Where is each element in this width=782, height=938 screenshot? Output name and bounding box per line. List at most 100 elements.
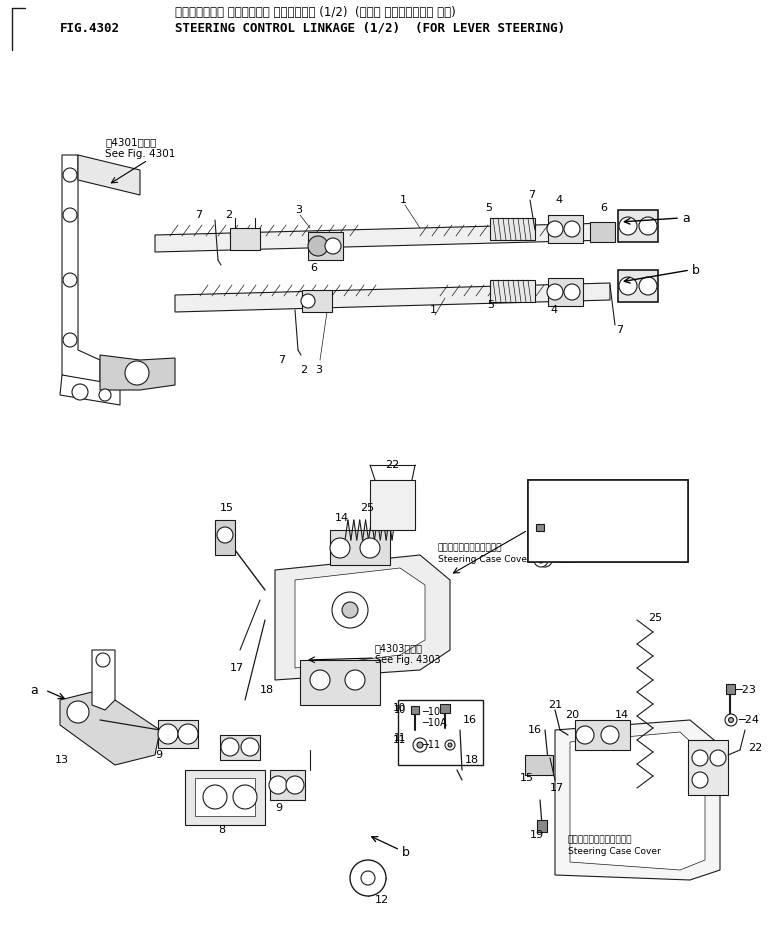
Text: Serial  No.40694～: Serial No.40694～ [548, 502, 672, 515]
Bar [548, 278, 583, 306]
Circle shape [619, 277, 637, 295]
Circle shape [63, 273, 77, 287]
Circle shape [361, 871, 375, 885]
Bar [440, 704, 450, 713]
Circle shape [639, 277, 657, 295]
Circle shape [217, 527, 233, 543]
Text: 11: 11 [393, 735, 407, 745]
Text: ─24: ─24 [738, 715, 759, 725]
Text: ─11: ─11 [556, 555, 577, 565]
Bar [590, 222, 615, 242]
Text: See Fig. 4301: See Fig. 4301 [105, 149, 175, 159]
Text: 5: 5 [487, 300, 494, 310]
Polygon shape [60, 690, 160, 765]
Circle shape [692, 750, 708, 766]
Circle shape [233, 785, 257, 809]
Text: a: a [30, 684, 38, 697]
Bar [536, 524, 544, 531]
Text: b: b [692, 264, 700, 277]
Circle shape [342, 602, 358, 618]
Bar [411, 706, 419, 714]
Text: 14: 14 [615, 710, 630, 720]
Text: ステアリング゛ コントロール リンケージ゛ (1/2)  (レバー ステアリング゛ ヨウ): ステアリング゛ コントロール リンケージ゛ (1/2) (レバー ステアリング゛… [175, 6, 456, 19]
Circle shape [547, 284, 563, 300]
Bar [158, 720, 198, 748]
Text: 3: 3 [295, 205, 302, 215]
Text: 25: 25 [648, 613, 662, 623]
Circle shape [72, 384, 88, 400]
Text: 20: 20 [565, 710, 579, 720]
Polygon shape [60, 375, 120, 405]
Text: 12: 12 [375, 895, 389, 905]
Text: 17: 17 [230, 663, 244, 673]
Circle shape [178, 724, 198, 744]
Bar [688, 740, 728, 795]
Circle shape [538, 557, 544, 563]
Text: ステアリングケースカバー: ステアリングケースカバー [438, 543, 503, 552]
Polygon shape [155, 223, 610, 252]
Text: ─23: ─23 [735, 685, 756, 695]
Text: 第4303図参照: 第4303図参照 [375, 643, 423, 653]
Text: 1: 1 [400, 195, 407, 205]
Text: 8: 8 [218, 825, 225, 835]
Text: STEERING CONTROL LINKAGE (1/2)  (FOR LEVER STEERING): STEERING CONTROL LINKAGE (1/2) (FOR LEVE… [175, 22, 565, 35]
Circle shape [301, 294, 315, 308]
Circle shape [547, 221, 563, 237]
Polygon shape [570, 732, 705, 870]
Polygon shape [62, 155, 100, 390]
Bar [528, 480, 688, 562]
Circle shape [534, 553, 548, 567]
Circle shape [286, 776, 304, 794]
Text: See Fig. 4303: See Fig. 4303 [375, 655, 440, 665]
Text: 9: 9 [155, 750, 162, 760]
Polygon shape [78, 155, 140, 195]
Bar [230, 228, 260, 250]
Circle shape [729, 718, 734, 722]
Text: 7: 7 [528, 190, 535, 200]
Text: 16: 16 [528, 725, 542, 735]
Text: 16: 16 [463, 715, 477, 725]
Bar [185, 770, 265, 825]
Text: 19: 19 [530, 830, 544, 840]
Bar [575, 720, 630, 750]
Text: 14: 14 [335, 513, 349, 523]
Text: b: b [402, 845, 410, 858]
Bar [618, 210, 658, 242]
Circle shape [269, 776, 287, 794]
Circle shape [413, 738, 427, 752]
Circle shape [241, 738, 259, 756]
Circle shape [448, 743, 452, 747]
Text: a: a [682, 211, 690, 224]
Text: 22: 22 [385, 460, 400, 470]
Text: 2: 2 [300, 365, 307, 375]
Circle shape [445, 740, 455, 750]
Circle shape [538, 553, 552, 567]
Circle shape [692, 772, 708, 788]
Bar [490, 218, 535, 240]
Circle shape [725, 714, 737, 726]
Text: Steering Case Cover: Steering Case Cover [568, 848, 661, 856]
Text: 4: 4 [555, 195, 562, 205]
Bar [490, 280, 535, 302]
Bar [370, 480, 415, 530]
Circle shape [564, 284, 580, 300]
Text: ─10: ─10 [422, 707, 440, 717]
Bar [528, 480, 688, 562]
Polygon shape [100, 355, 175, 390]
Bar [300, 660, 380, 705]
Circle shape [96, 653, 110, 667]
Bar [330, 530, 390, 565]
Circle shape [542, 557, 548, 563]
Circle shape [221, 738, 239, 756]
Text: 7: 7 [278, 355, 285, 365]
Text: 6: 6 [310, 263, 317, 273]
Circle shape [576, 726, 594, 744]
Text: ─9A: ─9A [552, 555, 573, 565]
Text: 15: 15 [520, 773, 534, 783]
Circle shape [350, 860, 386, 896]
Circle shape [125, 361, 149, 385]
Text: 第4301図参照: 第4301図参照 [105, 137, 156, 147]
Bar [537, 820, 547, 832]
Circle shape [619, 217, 637, 235]
Bar [302, 290, 332, 312]
